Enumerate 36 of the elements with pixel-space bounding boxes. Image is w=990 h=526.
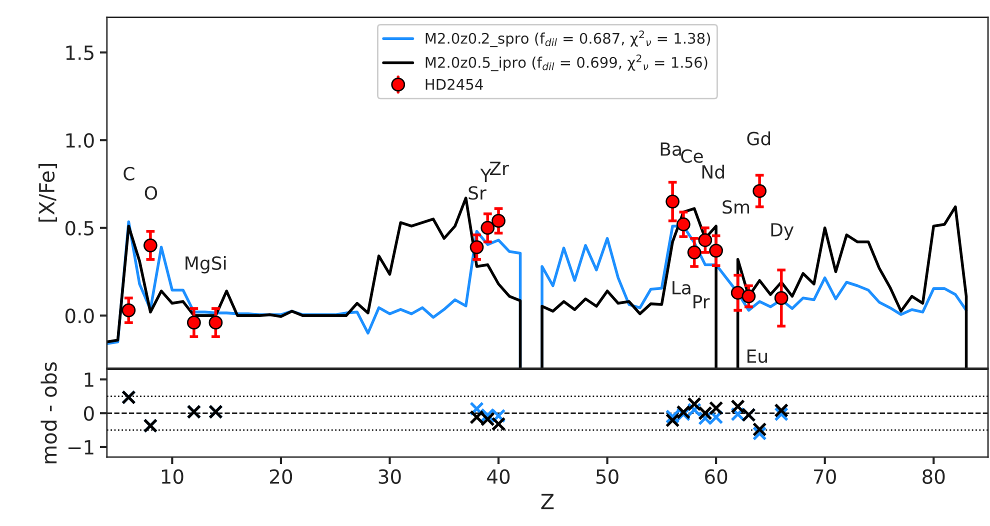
x-tick-label: 80 — [922, 469, 945, 484]
annotation: Gd — [747, 131, 770, 146]
annotation: Sm — [722, 200, 750, 214]
x-tick-label: 30 — [378, 469, 401, 484]
legend-label: M2.0z0.2_spro (f$_{dil}$ = 0.687, χ$^{2}$$_{ν}$ = 1.38) — [426, 30, 710, 48]
annotation: Zr — [490, 162, 509, 175]
annotation: Sr — [468, 186, 486, 200]
annotation: Pr — [694, 295, 710, 308]
x-tick-label: 10 — [162, 469, 184, 484]
y-tick-label: −1 — [68, 440, 94, 454]
annotation: Ce — [681, 149, 703, 163]
y-axis-title: mod - obs — [40, 362, 57, 464]
annotation: C — [124, 166, 134, 180]
x-tick-label: 50 — [596, 469, 618, 484]
annotation: Y — [480, 168, 492, 182]
y-tick-label: 0.5 — [65, 220, 94, 236]
x-tick-label: 60 — [705, 469, 728, 484]
y-tick-label: 1 — [84, 372, 94, 387]
annotation: Eu — [748, 350, 767, 363]
legend-label: M2.0z0.5_ipro (f$_{dil}$ = 0.699, χ$^{2}$$_{ν}$ = 1.56) — [426, 54, 708, 72]
y-tick-label: 1.0 — [66, 133, 94, 148]
y-tick-label: 0.0 — [65, 308, 94, 324]
x-tick-label: 70 — [814, 469, 836, 484]
legend-label: HD2454 — [426, 78, 483, 90]
annotation: Nd — [702, 164, 724, 179]
x-axis-title: Z — [541, 494, 554, 510]
annotation: Dy — [771, 223, 794, 240]
y-axis-title: [X/Fe] — [38, 164, 58, 222]
annotation: La — [672, 281, 690, 294]
y-tick-label: 1.5 — [66, 46, 94, 60]
y-tick-label: 0 — [84, 406, 94, 421]
x-tick-label: 40 — [487, 469, 510, 484]
annotation: MgSi — [186, 256, 226, 274]
annotation: Ba — [660, 142, 681, 156]
annotation: O — [144, 186, 158, 200]
x-tick-label: 20 — [270, 469, 292, 484]
